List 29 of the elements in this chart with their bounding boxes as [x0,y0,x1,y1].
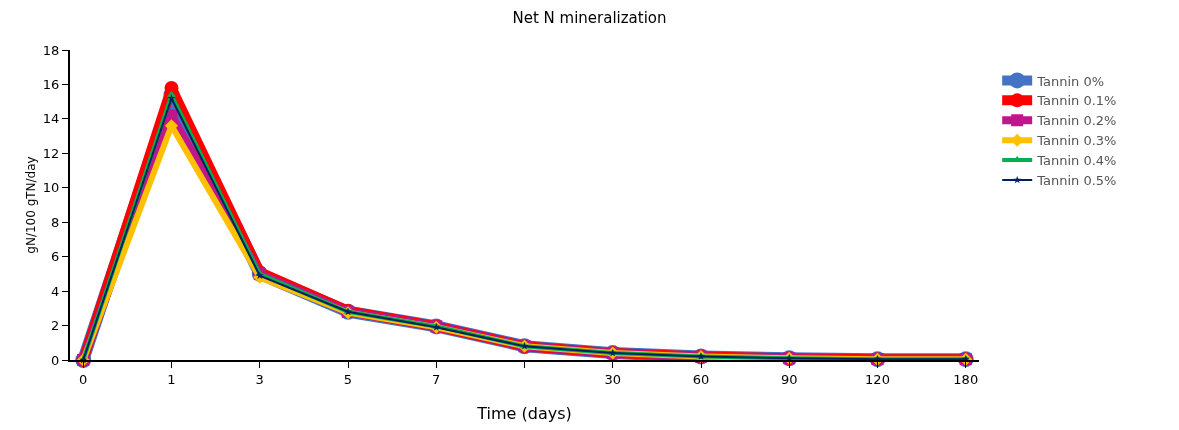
y-tick-label: 16 [42,76,60,92]
chart-title: Net N mineralization [512,9,667,28]
y-axis-title: gN/100 gTN/day [24,156,38,254]
x-tick-label: 180 [953,371,979,387]
y-tick-label: 0 [51,352,60,368]
x-tick-label: 30 [604,371,622,387]
legend-label: Tannin 0% [1036,73,1105,89]
legend-label: Tannin 0.5% [1036,173,1117,189]
x-tick-label: 3 [255,371,264,387]
x-tick-label: 60 [692,371,710,387]
y-tick-label: 4 [51,283,60,299]
x-tick-label: 0 [79,371,88,387]
x-tick-label: 1 [167,371,176,387]
x-tick-label: 7 [432,371,441,387]
legend-label: Tannin 0.3% [1036,133,1117,149]
legend-label: Tannin 0.1% [1036,93,1117,109]
legend-label: Tannin 0.4% [1036,153,1117,169]
x-tick-label: 90 [780,371,798,387]
y-tick-label: 10 [42,180,60,196]
x-axis-title: Time (days) [476,404,572,423]
y-tick-label: 8 [51,214,60,230]
x-tick-label: 5 [343,371,353,387]
y-tick-label: 18 [42,42,60,58]
y-tick-label: 14 [42,111,60,127]
x-tick-label: 120 [865,371,890,387]
legend-label: Tannin 0.2% [1036,113,1117,129]
y-tick-label: 2 [51,318,60,334]
y-tick-label: 6 [51,249,60,265]
y-tick-label: 12 [42,145,60,161]
